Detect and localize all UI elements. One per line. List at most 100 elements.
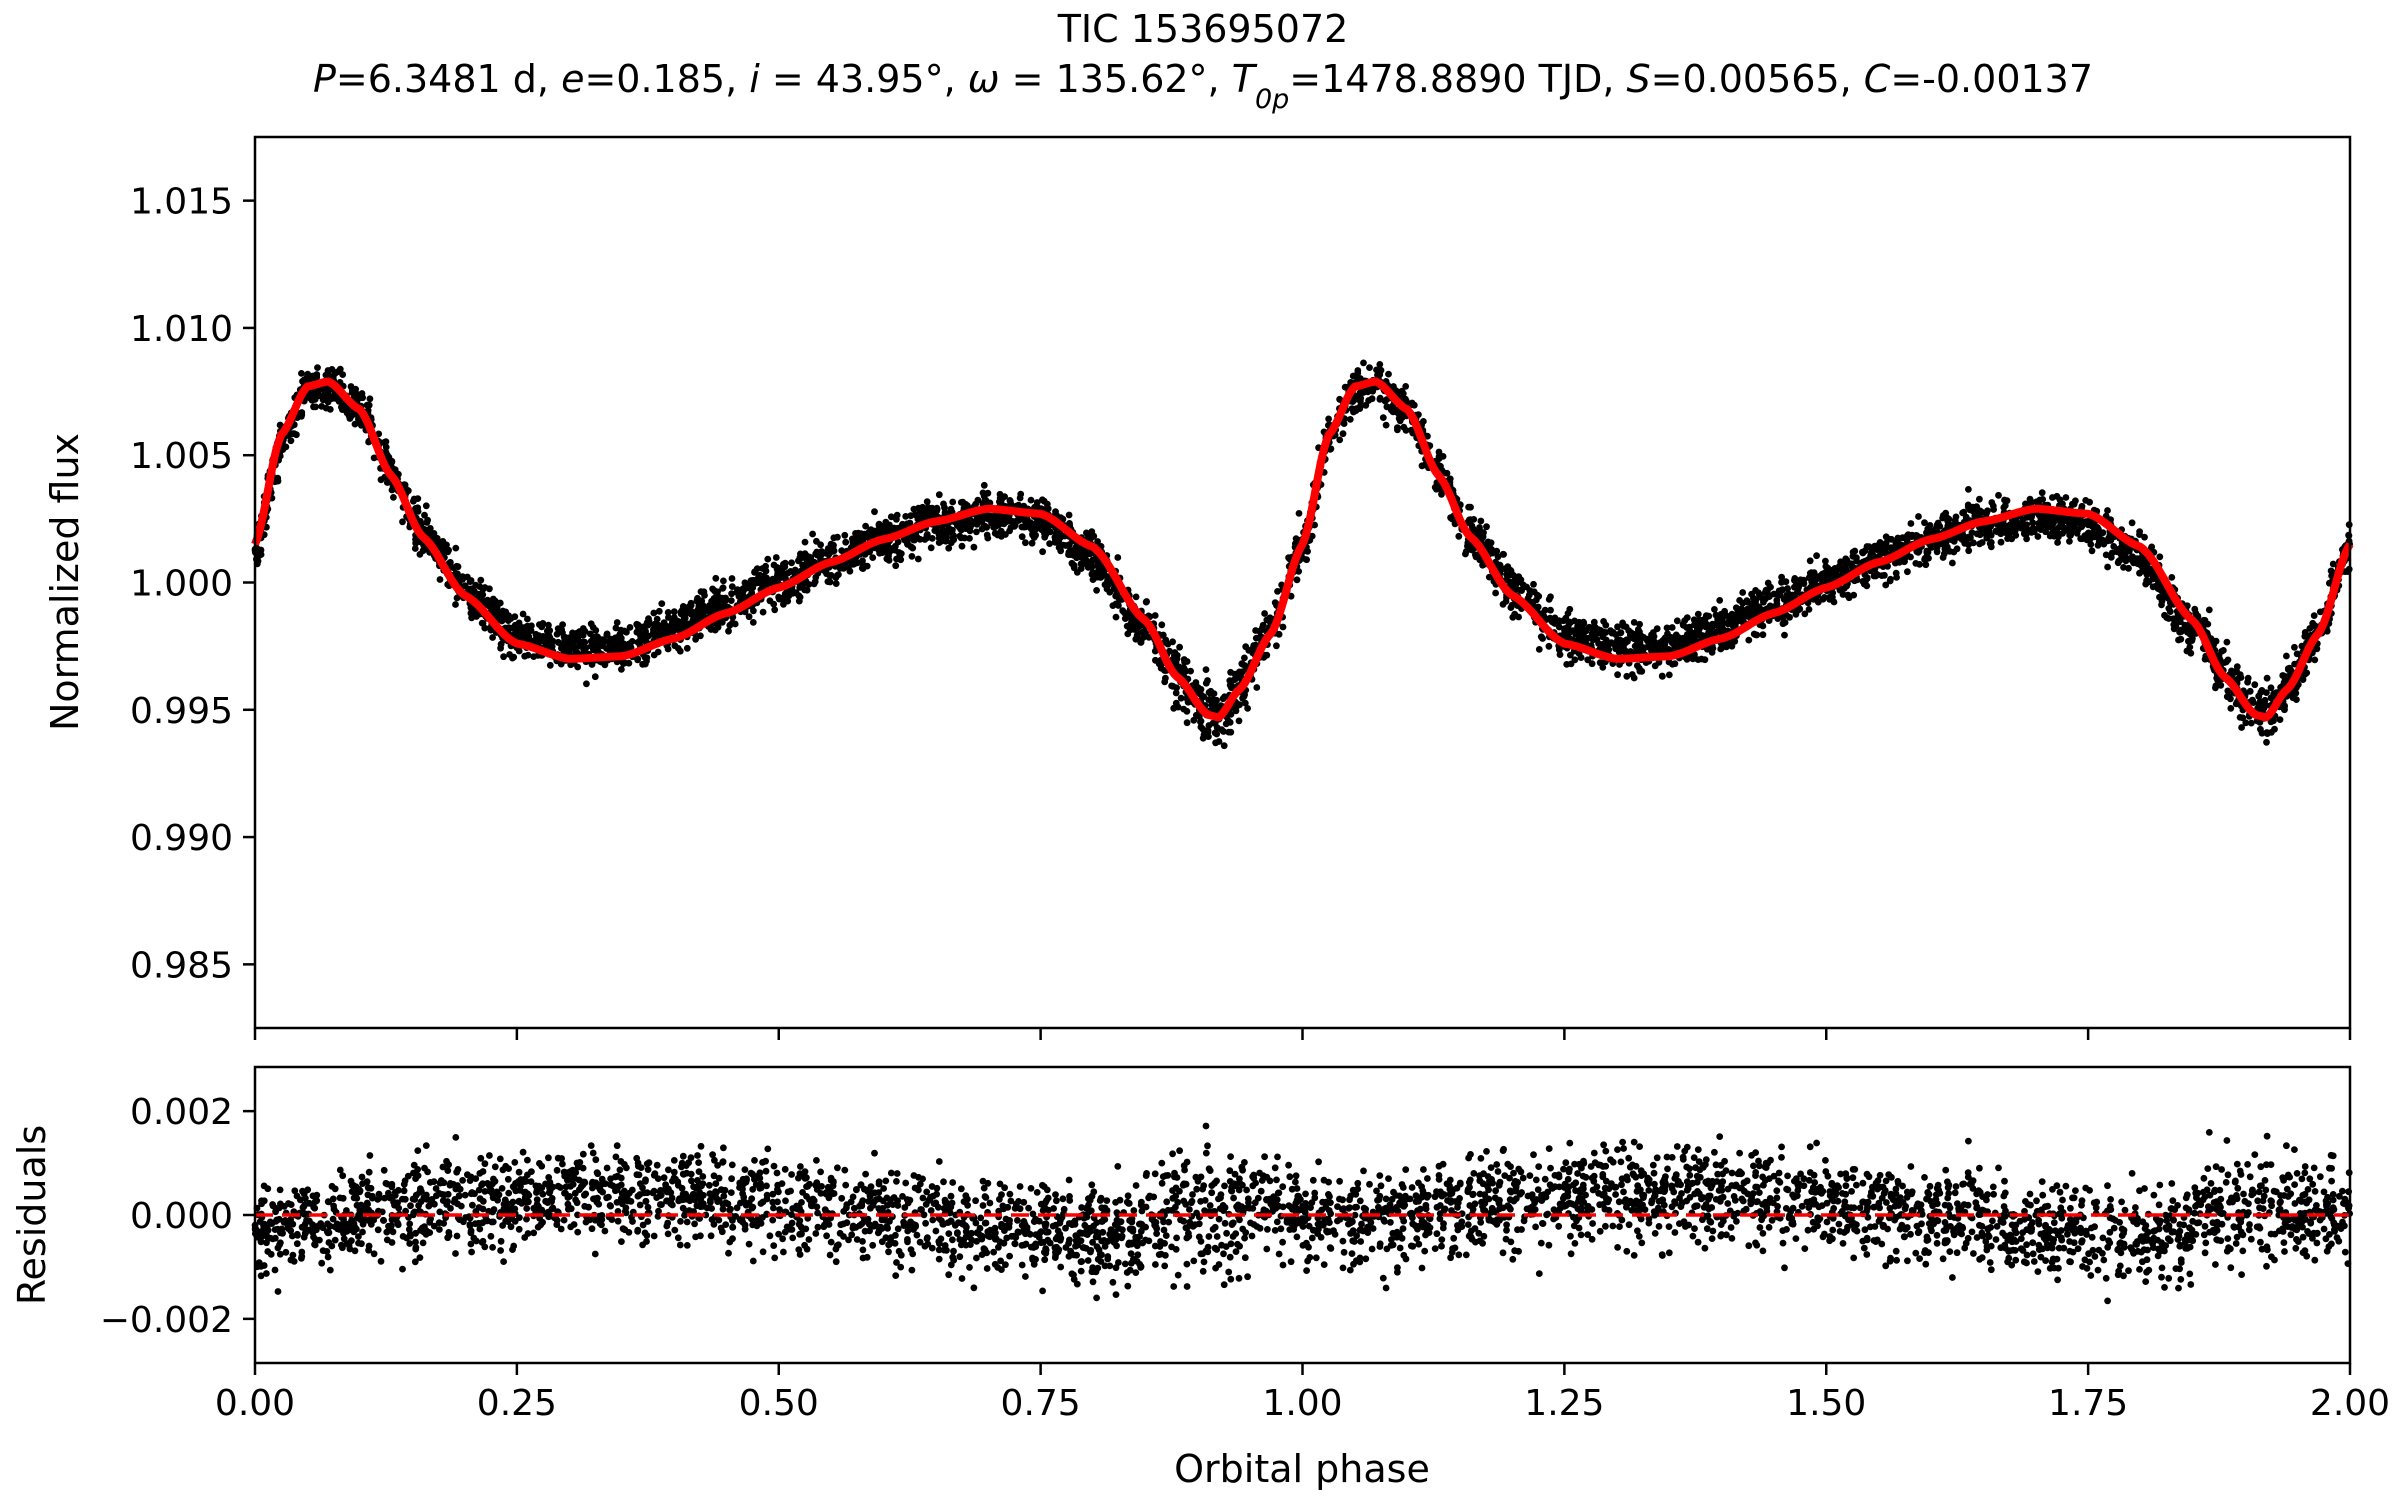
flux-point	[2100, 540, 2108, 548]
flux-point	[697, 588, 705, 595]
flux-point	[2238, 724, 2246, 731]
flux-point	[290, 430, 298, 437]
flux-point	[1752, 631, 1759, 639]
flux-point	[2029, 519, 2037, 527]
flux-point	[658, 600, 666, 607]
flux-point	[416, 551, 424, 558]
flux-point	[1483, 523, 1490, 531]
flux-point	[2156, 553, 2164, 561]
flux-point	[1114, 554, 1122, 561]
flux-point	[750, 607, 757, 615]
flux-point	[2053, 492, 2061, 500]
flux-point	[587, 630, 594, 638]
flux-point	[2310, 612, 2318, 619]
flux-point	[2271, 725, 2278, 733]
flux-point	[589, 624, 597, 631]
flux-point	[927, 544, 935, 552]
flux-point	[1711, 606, 1718, 613]
flux-point	[1183, 707, 1191, 715]
flux-point	[692, 635, 699, 643]
flux-point	[576, 642, 583, 650]
flux-point	[452, 601, 459, 608]
flux-point	[382, 443, 390, 451]
flux-point	[2165, 605, 2173, 612]
flux-point	[1173, 684, 1180, 692]
flux-point	[656, 627, 664, 635]
flux-point	[1365, 397, 1372, 404]
flux-point	[2114, 559, 2122, 567]
flux-point	[780, 600, 787, 608]
flux-point	[497, 640, 505, 648]
flux-point	[741, 579, 749, 587]
flux-point	[2088, 547, 2096, 555]
flux-point	[1112, 592, 1120, 600]
flux-point	[799, 561, 806, 569]
flux-point	[618, 666, 625, 673]
flux-point	[500, 653, 507, 661]
flux-point	[2095, 525, 2102, 533]
flux-point	[779, 594, 786, 602]
flux-point	[2023, 535, 2030, 543]
flux-point	[1293, 576, 1301, 584]
flux-point	[1716, 597, 1724, 604]
flux-point	[707, 626, 715, 633]
flux-point	[1634, 662, 1641, 670]
flux-point	[1360, 359, 1367, 367]
flux-point	[762, 562, 769, 570]
flux-point	[798, 583, 805, 590]
flux-point	[655, 607, 663, 615]
flux-point	[390, 494, 397, 501]
flux-point	[1965, 547, 1973, 555]
flux-point	[693, 597, 701, 605]
flux-point	[2249, 696, 2256, 704]
flux-point	[1679, 620, 1687, 628]
flux-point	[544, 637, 552, 645]
flux-point	[2227, 705, 2235, 712]
flux-point	[414, 495, 422, 502]
flux-point	[1039, 548, 1046, 556]
flux-point	[322, 404, 330, 412]
flux-point	[2182, 626, 2190, 634]
flux-point	[1022, 539, 1029, 547]
flux-point	[2128, 519, 2136, 527]
flux-point	[2242, 719, 2250, 727]
flux-point	[1212, 739, 1219, 747]
flux-point	[2246, 687, 2254, 695]
flux-point	[928, 535, 936, 542]
flux-point	[980, 492, 988, 500]
flux-point	[628, 638, 636, 645]
flux-point	[1619, 619, 1626, 627]
flux-point	[1760, 598, 1767, 606]
flux-point	[1958, 536, 1966, 543]
flux-point	[1775, 587, 1783, 595]
flux-point	[1631, 642, 1639, 650]
flux-point	[1987, 539, 1995, 546]
flux-point	[1093, 587, 1100, 594]
flux-point	[2239, 714, 2247, 722]
flux-point	[524, 651, 532, 659]
flux-point	[1731, 638, 1739, 645]
flux-point	[612, 644, 620, 652]
flux-point	[1187, 667, 1194, 675]
flux-point	[1965, 541, 1972, 549]
flux-point	[1394, 426, 1401, 434]
flux-point	[1275, 630, 1283, 638]
flux-point	[1062, 542, 1070, 549]
flux-point	[830, 541, 837, 549]
flux-point	[1506, 578, 1514, 586]
flux-point	[2309, 619, 2317, 627]
flux-point	[328, 366, 336, 373]
flux-point	[1943, 543, 1951, 551]
flux-point	[2023, 521, 2030, 529]
flux-point	[1353, 405, 1360, 412]
flux-point	[1882, 533, 1890, 541]
flux-point	[935, 491, 943, 499]
flux-point	[1590, 618, 1598, 626]
flux-point	[287, 437, 295, 445]
flux-point	[973, 528, 980, 536]
flux-point	[1988, 499, 1996, 506]
flux-point	[1945, 515, 1953, 523]
flux-point	[728, 583, 736, 590]
flux-point	[1778, 573, 1785, 581]
flux-point	[1389, 408, 1397, 416]
